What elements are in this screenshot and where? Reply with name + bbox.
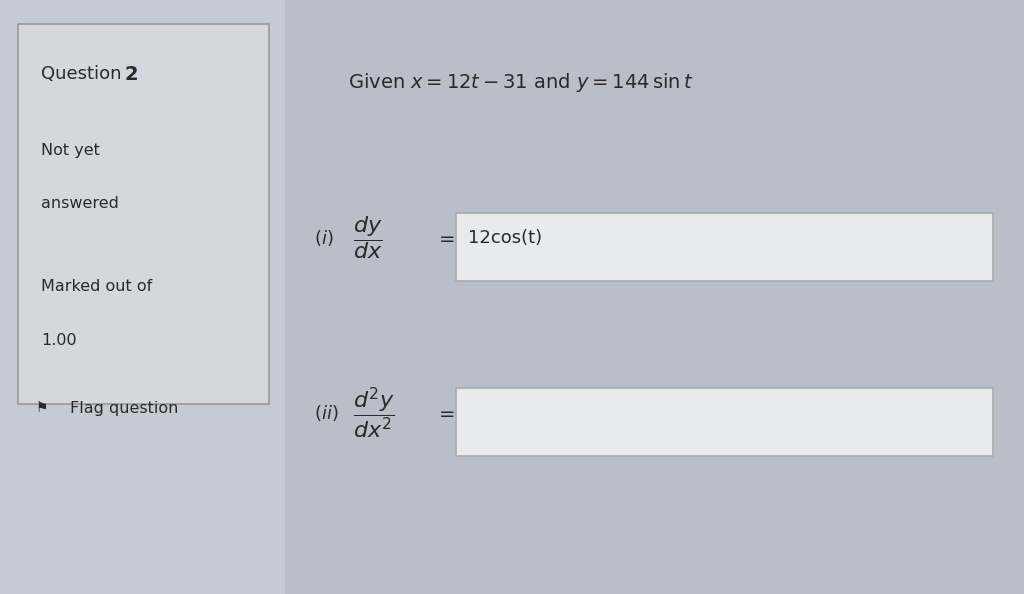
Text: $=$: $=$ — [435, 228, 456, 247]
Text: $=$: $=$ — [435, 403, 456, 422]
Text: 1.00: 1.00 — [41, 333, 77, 347]
Text: 2: 2 — [125, 65, 138, 84]
Text: answered: answered — [41, 196, 119, 211]
Text: $(\mathit{i})$: $(\mathit{i})$ — [314, 228, 334, 248]
Text: Flag question: Flag question — [70, 401, 178, 416]
Text: 12cos(t): 12cos(t) — [468, 229, 542, 247]
Text: Not yet: Not yet — [41, 143, 99, 157]
Text: Question: Question — [41, 65, 127, 83]
Bar — [285, 0, 1024, 594]
Text: $\dfrac{dy}{dx}$: $\dfrac{dy}{dx}$ — [353, 214, 383, 261]
Text: Given $x = 12t - 31$ and $y = 144\,\sin t$: Given $x = 12t - 31$ and $y = 144\,\sin … — [348, 71, 694, 94]
Text: $(\mathit{ii})$: $(\mathit{ii})$ — [314, 403, 339, 423]
Bar — [18, 24, 269, 404]
Text: $\dfrac{d^2y}{dx^2}$: $\dfrac{d^2y}{dx^2}$ — [353, 385, 395, 441]
Text: ⚑: ⚑ — [36, 401, 48, 415]
Bar — [456, 213, 993, 281]
Bar — [456, 388, 993, 456]
Text: Marked out of: Marked out of — [41, 279, 153, 294]
